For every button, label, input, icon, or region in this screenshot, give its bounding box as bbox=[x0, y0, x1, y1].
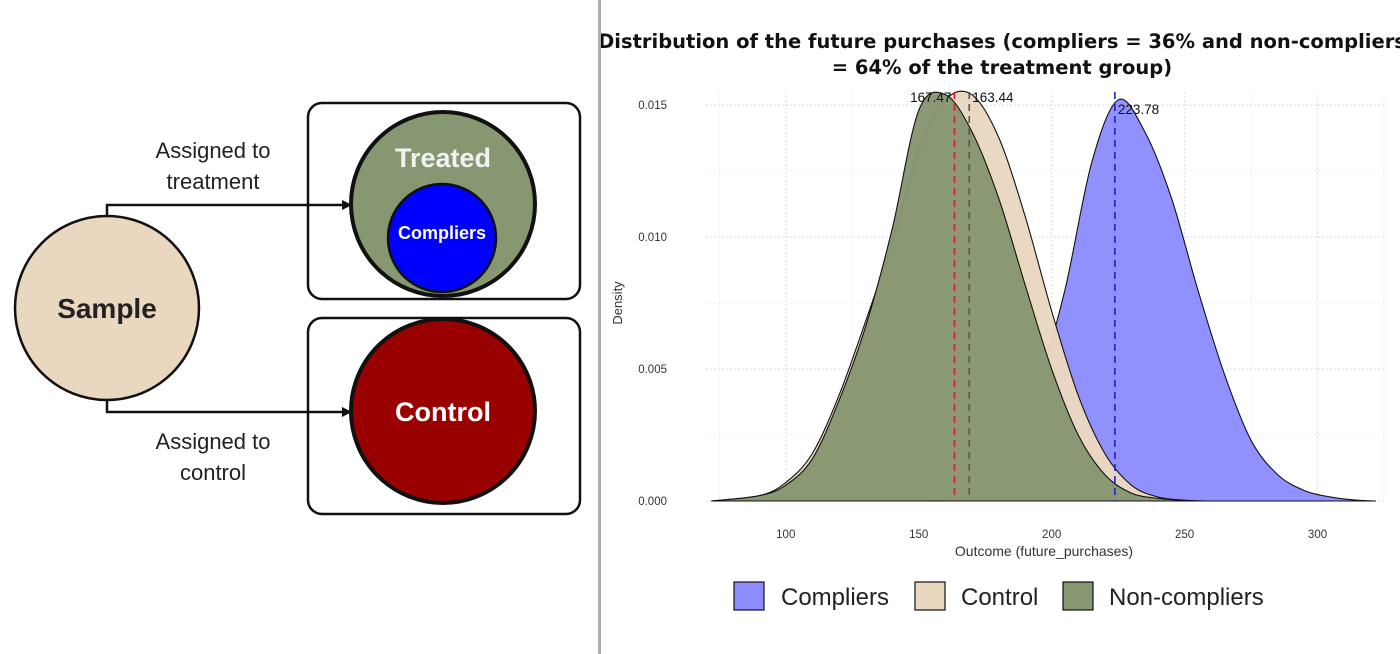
legend-swatch bbox=[914, 581, 946, 611]
x-tick-label: 200 bbox=[1042, 529, 1061, 541]
treatment-arrow bbox=[105, 200, 352, 222]
compliers-label: Compliers bbox=[398, 223, 486, 243]
panel-divider bbox=[598, 0, 601, 654]
treatment-arrow-label-line2: treatment bbox=[167, 169, 260, 194]
legend-label: Non-compliers bbox=[1109, 584, 1264, 611]
mean-label: 223.78 bbox=[1118, 102, 1159, 117]
compliers-circle bbox=[386, 182, 498, 294]
chart-title-line1: Distribution of the future purchases (co… bbox=[601, 30, 1400, 53]
axis-ticks: 100 150 200 250 300 0.000 0.005 0.010 0.015 bbox=[638, 100, 1327, 541]
legend-swatch bbox=[1062, 581, 1094, 611]
y-tick-label: 0.015 bbox=[638, 100, 667, 112]
legend-swatch bbox=[733, 581, 765, 611]
control-arrow-label-line1: Assigned to bbox=[156, 429, 271, 454]
density-chart: Distribution of the future purchases (co… bbox=[601, 30, 1400, 611]
sample-circle bbox=[13, 214, 201, 402]
mean-label: 163.44 bbox=[972, 90, 1014, 105]
control-label: Control bbox=[395, 397, 491, 427]
y-tick-label: 0.000 bbox=[638, 496, 667, 508]
treatment-box bbox=[306, 101, 582, 301]
y-axis-label: Density bbox=[610, 281, 625, 325]
legend: Compliers Control Non-compliers bbox=[733, 581, 1264, 611]
legend-label: Compliers bbox=[781, 584, 889, 611]
assignment-diagram: Assigned to treatment Assigned to contro… bbox=[13, 101, 582, 516]
mean-label: 167.47 bbox=[910, 90, 951, 105]
control-arrow bbox=[105, 396, 352, 417]
sample-label: Sample bbox=[57, 293, 157, 324]
y-tick-label: 0.005 bbox=[638, 364, 667, 376]
mean-lines: 167.47 163.44 223.78 bbox=[910, 90, 1159, 501]
treated-label: Treated bbox=[395, 143, 491, 173]
density-areas bbox=[711, 90, 1377, 502]
x-tick-label: 300 bbox=[1308, 529, 1327, 541]
x-tick-label: 100 bbox=[776, 529, 795, 541]
chart-title-line2: = 64% of the treatment group) bbox=[832, 56, 1172, 79]
control-arrow-label-line2: control bbox=[180, 460, 246, 485]
treatment-arrow-label-line1: Assigned to bbox=[156, 138, 271, 163]
x-tick-label: 150 bbox=[909, 529, 928, 541]
x-tick-label: 250 bbox=[1175, 529, 1194, 541]
x-axis-label: Outcome (future_purchases) bbox=[955, 543, 1133, 559]
y-tick-label: 0.010 bbox=[638, 232, 667, 244]
control-circle bbox=[349, 317, 537, 505]
legend-label: Control bbox=[961, 584, 1038, 611]
